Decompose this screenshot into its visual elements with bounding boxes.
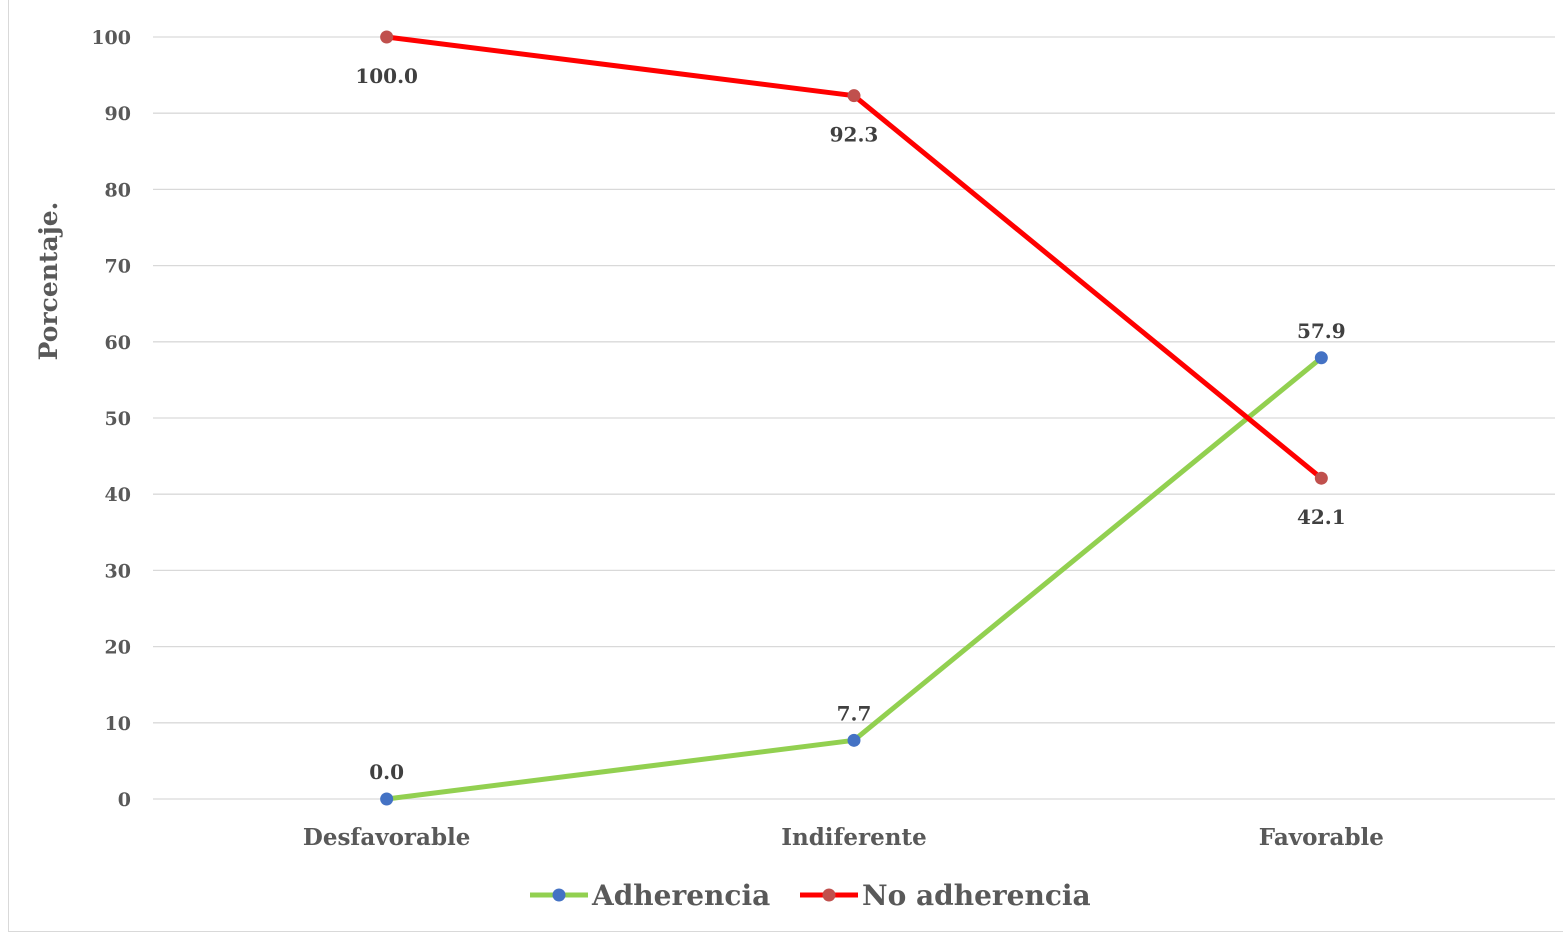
- legend-label: Adherencia: [591, 879, 770, 912]
- y-tick-label: 80: [105, 179, 131, 201]
- data-label: 7.7: [837, 701, 872, 725]
- gridlines: [153, 36, 1555, 800]
- data-point: [1314, 471, 1328, 485]
- data-point: [1314, 351, 1328, 365]
- data-label: 92.3: [830, 123, 879, 147]
- data-label: 42.1: [1297, 505, 1346, 529]
- y-tick-label: 0: [118, 789, 131, 811]
- x-category-label: Desfavorable: [303, 824, 471, 851]
- y-tick-label: 90: [105, 103, 131, 125]
- legend-swatch-marker: [822, 888, 836, 902]
- data-labels: 0.0 7.7 57.9 100.0 92.3 42.1: [355, 64, 1345, 784]
- y-tick-label: 70: [105, 256, 131, 278]
- y-tick-label: 40: [105, 484, 131, 506]
- data-point: [847, 733, 861, 747]
- y-tick-label: 100: [91, 27, 131, 49]
- series-line: [386, 34, 1323, 481]
- y-tick-label: 30: [105, 560, 131, 582]
- series-line: [386, 355, 1323, 802]
- y-axis-ticks: 0 10 20 30 40 50 60 70 80 90 100: [91, 27, 131, 811]
- legend-swatch-marker: [552, 888, 566, 902]
- y-tick-label: 20: [105, 637, 131, 659]
- data-label: 57.9: [1297, 319, 1346, 343]
- y-axis-title: Porcentaje.: [34, 202, 63, 361]
- data-label: 0.0: [369, 760, 404, 784]
- y-tick-label: 50: [105, 408, 131, 430]
- data-point: [847, 89, 861, 103]
- data-label: 100.0: [355, 64, 418, 88]
- data-point: [380, 792, 394, 806]
- series-group: [380, 30, 1328, 806]
- legend-label: No adherencia: [862, 879, 1091, 912]
- y-tick-label: 10: [105, 713, 131, 735]
- x-category-label: Indiferente: [781, 824, 927, 851]
- x-axis-categories: Desfavorable Indiferente Favorable: [303, 824, 1384, 851]
- legend: Adherencia No adherencia: [530, 879, 1091, 912]
- x-category-label: Favorable: [1259, 824, 1384, 851]
- data-point: [380, 30, 394, 44]
- y-tick-label: 60: [105, 332, 131, 354]
